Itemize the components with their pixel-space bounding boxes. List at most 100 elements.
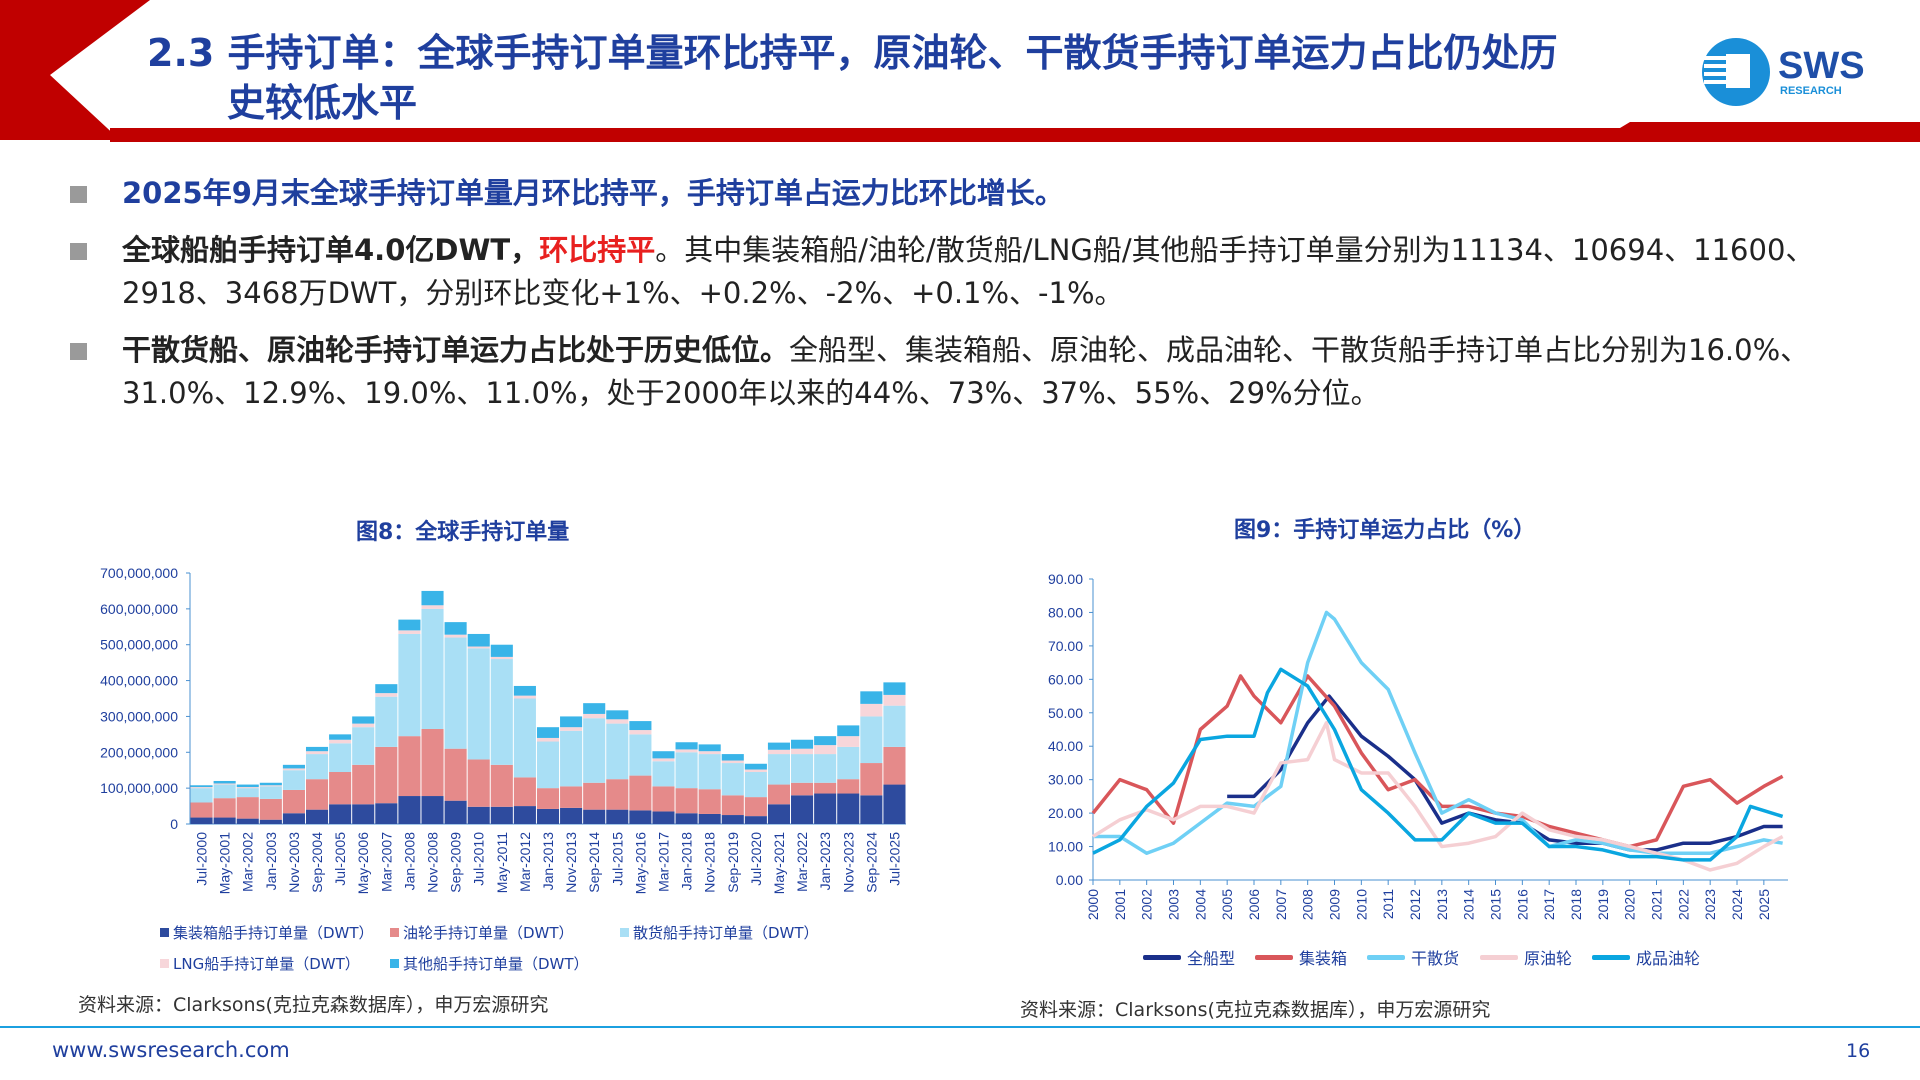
bar-segment — [860, 703, 883, 717]
bar-segment — [190, 802, 213, 818]
bar-segment — [721, 763, 744, 796]
bar-segment — [721, 754, 744, 761]
bar-segment — [837, 793, 860, 824]
legend-item: 全船型 — [1143, 945, 1235, 969]
x-tick-label: Sep-2004 — [309, 832, 325, 893]
bar-segment — [282, 770, 305, 790]
y-tick-label: 0.00 — [1056, 872, 1083, 888]
bar-segment — [444, 637, 467, 749]
bar-segment — [883, 705, 906, 747]
bar-segment — [352, 804, 375, 824]
bar-segment — [305, 751, 329, 755]
x-tick-label: Nov-2013 — [563, 832, 579, 893]
legend-label: 集装箱船手持订单量（DWT） — [173, 924, 374, 942]
legend-item: 其他船手持订单量（DWT） — [390, 953, 589, 974]
bar-segment — [814, 782, 837, 794]
bar-segment — [213, 784, 236, 799]
x-tick-label: 2022 — [1675, 889, 1691, 920]
y-tick-label: 70.00 — [1048, 638, 1083, 654]
x-tick-label: 2000 — [1085, 889, 1101, 920]
legend-swatch — [160, 959, 169, 968]
bar-segment — [421, 590, 444, 606]
bar-segment — [698, 789, 721, 814]
bullet-3-rest: 全船型、集装箱船、原油轮、成品油轮、干散货船手持订单占比分别为16.0%、31.… — [122, 333, 1810, 410]
legend-label: LNG船手持订单量（DWT） — [173, 955, 360, 973]
legend-item: 散货船手持订单量（DWT） — [620, 922, 819, 943]
bar-segment — [329, 772, 352, 805]
legend-swatch — [390, 959, 399, 968]
bar-segment — [375, 684, 398, 694]
bar-segment — [721, 815, 744, 824]
legend-line — [1592, 954, 1630, 960]
bar-segment — [698, 813, 721, 824]
bar-segment — [421, 608, 444, 729]
bar-segment — [883, 746, 906, 785]
bar-segment — [190, 785, 213, 788]
bar-segment — [490, 644, 513, 657]
bar-segment — [236, 797, 259, 819]
footer-url[interactable]: www.swsresearch.com — [52, 1038, 290, 1062]
bar-segment — [583, 782, 606, 810]
bar-segment — [629, 730, 652, 735]
y-tick-label: 200,000,000 — [100, 744, 178, 760]
x-tick-label: 2010 — [1353, 889, 1369, 920]
bar-segment — [560, 727, 583, 731]
bar-segment — [629, 734, 652, 776]
bar-segment — [444, 748, 467, 801]
legend-line — [1143, 954, 1181, 960]
x-tick-label: 2023 — [1702, 889, 1718, 920]
bar-segment — [213, 817, 236, 824]
y-tick-label: 400,000,000 — [100, 673, 178, 689]
bar-segment — [606, 779, 629, 810]
bar-segment — [536, 737, 560, 742]
bar-segment — [860, 691, 883, 704]
legend-item: 干散货 — [1367, 945, 1459, 969]
x-tick-label: Jul-2015 — [609, 832, 625, 886]
bar-segment — [444, 634, 467, 638]
bar-segment — [282, 764, 305, 769]
bar-segment — [606, 719, 629, 724]
bar-segment — [560, 786, 583, 808]
bar-segment — [744, 797, 767, 817]
bar-segment — [767, 742, 791, 750]
x-tick-label: Jan-2018 — [679, 832, 695, 891]
x-tick-label: 2007 — [1273, 889, 1289, 920]
chart9-source: 资料来源：Clarksons(克拉克森数据库），申万宏源研究 — [1020, 999, 1491, 1021]
x-tick-label: 2025 — [1756, 889, 1772, 920]
bar-segment — [837, 725, 860, 737]
legend-item: LNG船手持订单量（DWT） — [160, 953, 360, 974]
bar-segment — [490, 806, 513, 824]
x-tick-label: 2002 — [1139, 889, 1155, 920]
y-tick-label: 50.00 — [1048, 705, 1083, 721]
chart8-stacked-bar: 0 100,000,000 200,000,000 300,000,000 400,00… — [100, 565, 906, 894]
svg-text:RESEARCH: RESEARCH — [1780, 85, 1842, 97]
x-tick-label: Mar-2017 — [655, 832, 671, 892]
bar-segment — [652, 786, 675, 812]
bar-segment — [352, 723, 375, 728]
bar-segment — [767, 804, 791, 824]
bar-segment — [259, 819, 282, 824]
x-tick-label: 2024 — [1729, 889, 1745, 920]
bar-segment — [375, 693, 398, 697]
bar-segment — [536, 741, 560, 789]
bar-segment — [744, 769, 767, 773]
x-tick-label: 2009 — [1327, 889, 1343, 920]
chart9-title: 图9：手持订单运力占比（%） — [1234, 518, 1536, 543]
series-line-成品油轮 — [1092, 667, 1784, 862]
bar-segment — [837, 746, 860, 780]
legend-label: 成品油轮 — [1636, 949, 1701, 968]
bar-segment — [652, 761, 675, 787]
sws-logo: SWS RESEARCH — [1700, 36, 1890, 108]
bar-segment — [606, 723, 629, 780]
x-tick-label: 2015 — [1488, 889, 1504, 920]
legend-label: 干散货 — [1411, 949, 1460, 968]
x-tick-label: 2014 — [1461, 889, 1477, 920]
bar-segment — [305, 779, 329, 810]
bar-segment — [467, 648, 490, 760]
x-tick-label: Jan-2003 — [263, 832, 279, 891]
bar-segment — [467, 633, 490, 647]
y-tick-label: 300,000,000 — [100, 708, 178, 724]
legend-swatch — [620, 928, 629, 937]
bar-segment — [398, 619, 421, 631]
bar-segment — [860, 795, 883, 824]
